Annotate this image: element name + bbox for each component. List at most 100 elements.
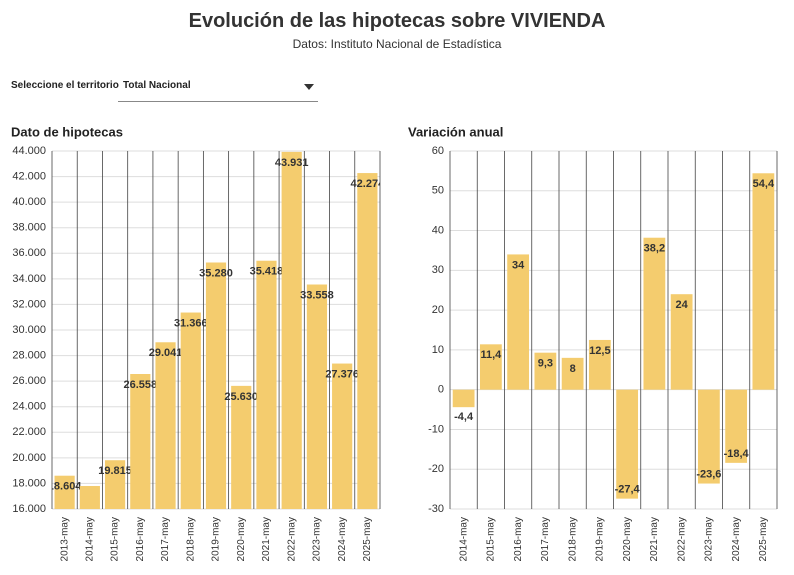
- y-tick-label: 10: [432, 344, 444, 356]
- data-label: 29.041: [149, 347, 183, 359]
- data-label: -23,6: [696, 468, 721, 480]
- y-tick-label: 20.000: [12, 452, 46, 464]
- data-label: -4,4: [454, 411, 474, 423]
- y-tick-label: 44.000: [12, 145, 46, 157]
- y-tick-label: 16.000: [12, 503, 46, 515]
- y-tick-label: 26.000: [12, 375, 46, 387]
- data-label: 19.815: [98, 465, 132, 477]
- y-tick-label: 30: [432, 264, 444, 276]
- bar: [697, 389, 720, 484]
- data-label: 25.630: [224, 391, 258, 403]
- bar: [205, 262, 227, 509]
- dropdown-value: Total Nacional: [123, 80, 191, 91]
- y-tick-label: 34.000: [12, 273, 46, 285]
- data-label: 9,3: [538, 358, 553, 370]
- y-tick-label: 38.000: [12, 222, 46, 234]
- y-tick-label: 0: [438, 384, 444, 396]
- data-label: -18,4: [724, 448, 750, 460]
- x-tick-label: 2019-may: [595, 517, 606, 561]
- data-label: 33.558: [300, 289, 334, 301]
- y-tick-label: 22.000: [12, 426, 46, 438]
- data-label: 12,5: [589, 345, 610, 357]
- plot-area: 18.604 19.815 26.558 29.041 31.366 35.280 25.6…: [48, 151, 386, 510]
- data-label: -27,4: [615, 484, 641, 496]
- bar: [507, 254, 530, 390]
- x-tick-label: 2016-may: [135, 517, 146, 561]
- bar: [130, 374, 151, 509]
- y-tick-label: 32.000: [12, 298, 46, 310]
- y-tick-label: -10: [428, 423, 444, 435]
- page-subtitle: Datos: Instituto Nacional de Estadística: [292, 37, 502, 51]
- x-tick-label: 2023-may: [312, 517, 323, 561]
- y-tick-label: -30: [428, 503, 444, 515]
- x-tick-label: 2025-may: [758, 517, 769, 561]
- y-tick-label: 28.000: [12, 349, 46, 361]
- data-label: 24: [676, 299, 689, 311]
- y-tick-label: 40.000: [12, 196, 46, 208]
- bar: [534, 352, 557, 390]
- bar: [231, 385, 252, 509]
- x-tick-label: 2024-may: [337, 517, 348, 561]
- x-tick-label: 2018-may: [185, 517, 196, 561]
- page-title: Evolución de las hipotecas sobre VIVIEND…: [188, 10, 606, 32]
- bar: [357, 173, 378, 509]
- data-label: 42.274: [351, 178, 386, 190]
- chart-title: Dato de hipotecas: [11, 124, 123, 139]
- x-tick-label: 2015-may: [486, 517, 497, 561]
- x-tick-label: 2015-may: [110, 517, 121, 561]
- x-tick-label: 2013-may: [59, 517, 70, 561]
- x-tick-label: 2014-may: [458, 517, 469, 561]
- data-label: 27.376: [325, 368, 359, 380]
- x-tick-label: 2023-may: [704, 517, 715, 561]
- x-tick-label: 2021-may: [261, 517, 272, 561]
- bar: [670, 294, 693, 390]
- x-tick-label: 2025-may: [362, 517, 373, 561]
- y-tick-label: -20: [428, 463, 444, 475]
- bar: [306, 284, 328, 509]
- x-tick-label: 2020-may: [236, 517, 247, 561]
- y-tick-label: 30.000: [12, 324, 46, 336]
- bar: [155, 342, 176, 509]
- bar: [588, 339, 611, 390]
- dropdown-arrow[interactable]: [304, 84, 314, 90]
- data-label: 34: [512, 259, 525, 271]
- x-tick-label: 2017-may: [540, 517, 551, 561]
- bar: [281, 151, 302, 510]
- y-tick-label: 40: [432, 224, 444, 236]
- data-label: 35.418: [250, 266, 284, 278]
- y-tick-label: 60: [432, 145, 444, 157]
- x-tick-label: 2017-may: [160, 517, 171, 561]
- data-label: 35.280: [199, 267, 233, 279]
- territory-dropdown[interactable]: Total Nacional: [118, 72, 318, 102]
- x-tick-label: 2022-may: [286, 517, 297, 561]
- bar: [561, 357, 584, 390]
- x-tick-label: 2019-may: [211, 517, 222, 561]
- bar: [332, 363, 353, 509]
- y-tick-label: 36.000: [12, 247, 46, 259]
- bar: [452, 389, 475, 408]
- data-label: 8: [570, 363, 576, 375]
- bar: [54, 475, 75, 509]
- y-tick-label: 50: [432, 185, 444, 197]
- data-label: 11,4: [480, 349, 502, 361]
- bar: [479, 344, 502, 390]
- data-label: 18.604: [48, 481, 83, 493]
- x-tick-label: 2024-may: [731, 517, 742, 561]
- chart-title: Variación anual: [408, 124, 503, 139]
- bar: [616, 389, 639, 499]
- data-label: 54,4: [753, 178, 775, 190]
- x-tick-label: 2020-may: [622, 517, 633, 561]
- data-label: 38,2: [644, 243, 665, 255]
- bar: [643, 237, 666, 390]
- filter-label: Seleccione el territorio: [11, 80, 119, 91]
- data-label: 31.366: [174, 317, 208, 329]
- y-tick-label: 42.000: [12, 170, 46, 182]
- data-label: 26.558: [123, 379, 157, 391]
- data-label: 43.931: [275, 157, 309, 169]
- bar: [104, 460, 126, 509]
- y-tick-label: 24.000: [12, 401, 46, 413]
- y-tick-label: 18.000: [12, 477, 46, 489]
- bar: [79, 485, 100, 509]
